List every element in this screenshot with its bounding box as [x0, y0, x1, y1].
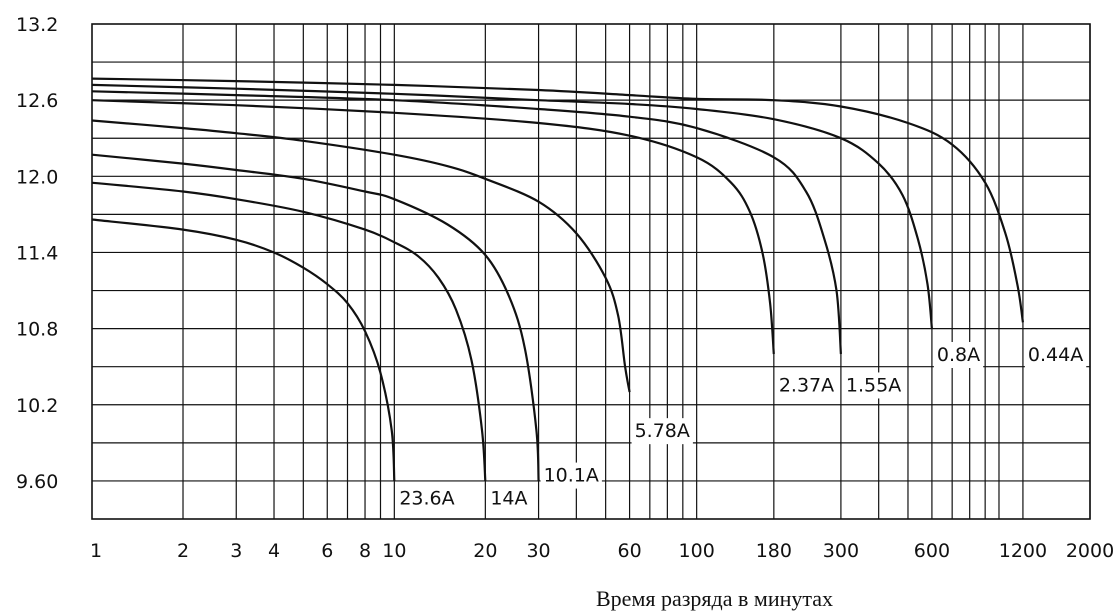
discharge-curve-23.6A [91, 218, 396, 481]
x-axis-label: Время разряда в минутах [596, 586, 834, 611]
discharge-curve-5.78A [91, 119, 631, 393]
x-tick-labels: 1 2 3 4 6 8 10 20 30 60 100 180 300 600 1200 2000 [90, 540, 1114, 562]
curve-label-14A: 14A [487, 485, 531, 512]
discharge-curve-10.1A [91, 153, 540, 481]
curve-label-5.78A: 5.78A [631, 418, 693, 445]
x-tick-label: 3 [230, 540, 242, 562]
discharge-curve-0.44A [91, 77, 1024, 323]
curve-label-0.8A: 0.8A [933, 342, 984, 368]
curve-label-bg [933, 342, 984, 368]
x-tick-label: 300 [823, 540, 859, 562]
curve-label-text: 0.8A [937, 344, 980, 366]
plot-frame [91, 23, 1091, 520]
x-tick-label: 8 [359, 540, 371, 562]
x-tick-label: 600 [914, 540, 950, 562]
curve-label-bg [775, 372, 838, 399]
x-tick-label: 4 [268, 540, 280, 562]
curve-label-23.6A: 23.6A [396, 485, 458, 512]
x-tick-label: 1 [90, 540, 102, 562]
curve-label-bg [487, 485, 531, 512]
discharge-curve-1.55A [91, 90, 842, 355]
curve-label-0.44A: 0.44A [1024, 342, 1087, 368]
x-tick-label: 2000 [1066, 540, 1114, 562]
curve-label-bg [842, 372, 905, 399]
curve-label-bg [631, 418, 693, 445]
x-tick-label: 6 [321, 540, 333, 562]
curve-label-bg [1024, 342, 1087, 368]
y-tick-label: 12.6 [16, 90, 58, 112]
curve-label-text: 2.37A [779, 374, 834, 396]
x-tick-label: 20 [473, 540, 497, 562]
curve-label-10.1A: 10.1A [540, 462, 602, 489]
discharge-curve-0.8A [91, 83, 933, 329]
curve-label-text: 23.6A [399, 487, 454, 509]
x-tick-label: 100 [679, 540, 715, 562]
y-tick-label: 9.60 [16, 471, 58, 493]
curve-label-text: 1.55A [846, 374, 901, 396]
curve-label-bg [396, 485, 458, 512]
y-tick-label: 10.2 [16, 395, 58, 417]
x-tick-label: 30 [526, 540, 550, 562]
x-tick-label: 10 [382, 540, 406, 562]
curve-label-text: 0.44A [1028, 344, 1083, 366]
y-tick-label: 13.2 [16, 14, 58, 36]
grid [91, 23, 1091, 520]
curve-label-2.37A: 2.37A [775, 372, 838, 399]
x-tick-label: 1200 [999, 540, 1047, 562]
y-tick-labels: 13.2 12.6 12.0 11.4 10.8 10.2 9.60 [16, 14, 58, 493]
x-tick-label: 2 [177, 540, 189, 562]
discharge-curves [91, 77, 1024, 481]
curve-labels: 23.6A 14A 10.1A 5.78A 2.37A 1.55A 0.8A 0.44A [396, 342, 1087, 512]
discharge-curve-2.37A [91, 99, 775, 355]
curve-label-text: 14A [490, 487, 527, 509]
curve-label-bg [540, 462, 602, 489]
x-tick-label: 180 [756, 540, 792, 562]
y-tick-label: 12.0 [16, 166, 58, 188]
x-tick-label: 60 [617, 540, 641, 562]
curve-label-text: 5.78A [635, 420, 690, 442]
y-tick-label: 11.4 [16, 242, 58, 264]
curve-label-text: 10.1A [544, 465, 599, 487]
y-tick-label: 10.8 [16, 319, 58, 341]
curve-label-1.55A: 1.55A [842, 372, 905, 399]
discharge-curve-14A [91, 181, 487, 481]
